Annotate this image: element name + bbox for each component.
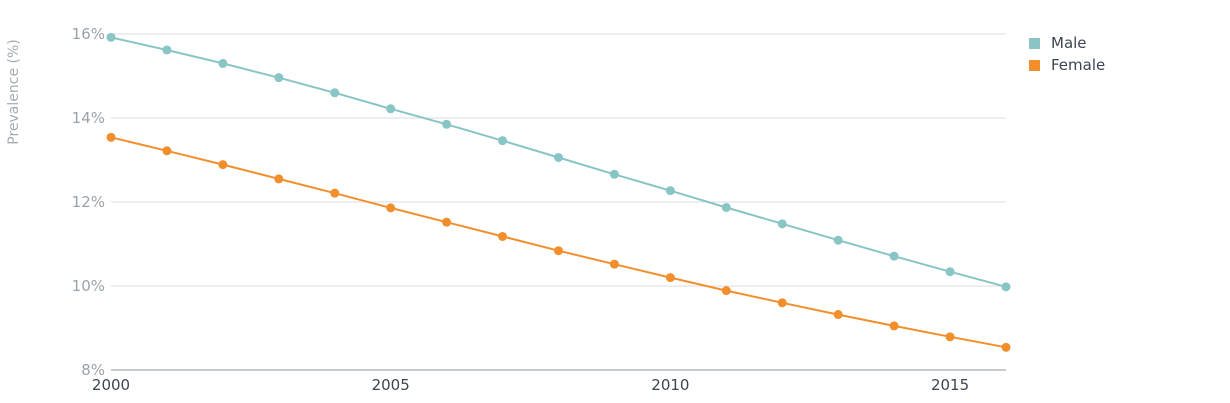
legend-swatch-female (1029, 60, 1040, 71)
data-point-female[interactable] (554, 246, 563, 256)
data-point-male[interactable] (721, 202, 731, 212)
legend: Male Female (1029, 34, 1105, 74)
legend-swatch-male (1029, 38, 1040, 49)
data-point-male[interactable] (274, 73, 284, 83)
data-point-female[interactable] (162, 146, 172, 156)
data-point-male[interactable] (945, 267, 955, 277)
data-point-female[interactable] (609, 259, 619, 269)
series-male (106, 32, 1011, 292)
x-tick-label: 2015 (931, 376, 969, 394)
data-point-female[interactable] (1001, 342, 1011, 352)
data-point-female[interactable] (665, 273, 675, 283)
data-point-male[interactable] (554, 152, 563, 162)
data-point-male[interactable] (609, 169, 619, 179)
data-point-male[interactable] (1001, 282, 1011, 292)
legend-label-female: Female (1051, 56, 1105, 74)
legend-item-female[interactable]: Female (1029, 56, 1105, 74)
data-point-female[interactable] (945, 332, 955, 342)
data-point-female[interactable] (274, 174, 284, 184)
data-point-female[interactable] (833, 310, 843, 320)
data-point-female[interactable] (721, 286, 731, 296)
x-tick-label: 2000 (92, 376, 130, 394)
series-group (106, 32, 1011, 352)
data-point-male[interactable] (889, 251, 899, 261)
series-line-female (110, 136, 1007, 349)
data-point-male[interactable] (218, 58, 228, 68)
data-point-female[interactable] (889, 321, 899, 331)
data-point-male[interactable] (833, 235, 843, 245)
data-point-female[interactable] (106, 132, 116, 142)
y-axis-label: Prevalence (%) (6, 39, 22, 145)
data-point-female[interactable] (442, 217, 452, 227)
data-point-male[interactable] (498, 136, 508, 146)
grid-lines (111, 33, 1006, 371)
data-point-female[interactable] (330, 188, 340, 198)
x-tick-label: 2010 (651, 376, 689, 394)
data-point-female[interactable] (498, 231, 508, 241)
y-tick-label: 14% (72, 109, 105, 127)
x-tick-label: 2005 (372, 376, 410, 394)
data-point-male[interactable] (386, 104, 396, 114)
y-tick-label: 16% (72, 25, 105, 43)
data-point-male[interactable] (106, 32, 116, 42)
y-tick-labels: 8% 10% 12% 14% 16% (72, 25, 105, 379)
data-point-male[interactable] (442, 119, 452, 129)
series-female (106, 132, 1011, 352)
y-tick-label: 10% (72, 277, 105, 295)
data-point-male[interactable] (162, 45, 172, 55)
legend-label-male: Male (1051, 34, 1087, 52)
data-point-male[interactable] (330, 88, 340, 98)
data-point-female[interactable] (777, 298, 787, 308)
data-point-male[interactable] (665, 186, 675, 196)
legend-item-male[interactable]: Male (1029, 34, 1087, 52)
x-tick-labels: 2000 2005 2010 2015 (92, 376, 969, 394)
y-tick-label: 12% (72, 193, 105, 211)
data-point-male[interactable] (777, 219, 787, 229)
y-tick-label: 8% (81, 361, 105, 379)
data-point-female[interactable] (386, 203, 396, 213)
data-point-female[interactable] (218, 160, 228, 170)
